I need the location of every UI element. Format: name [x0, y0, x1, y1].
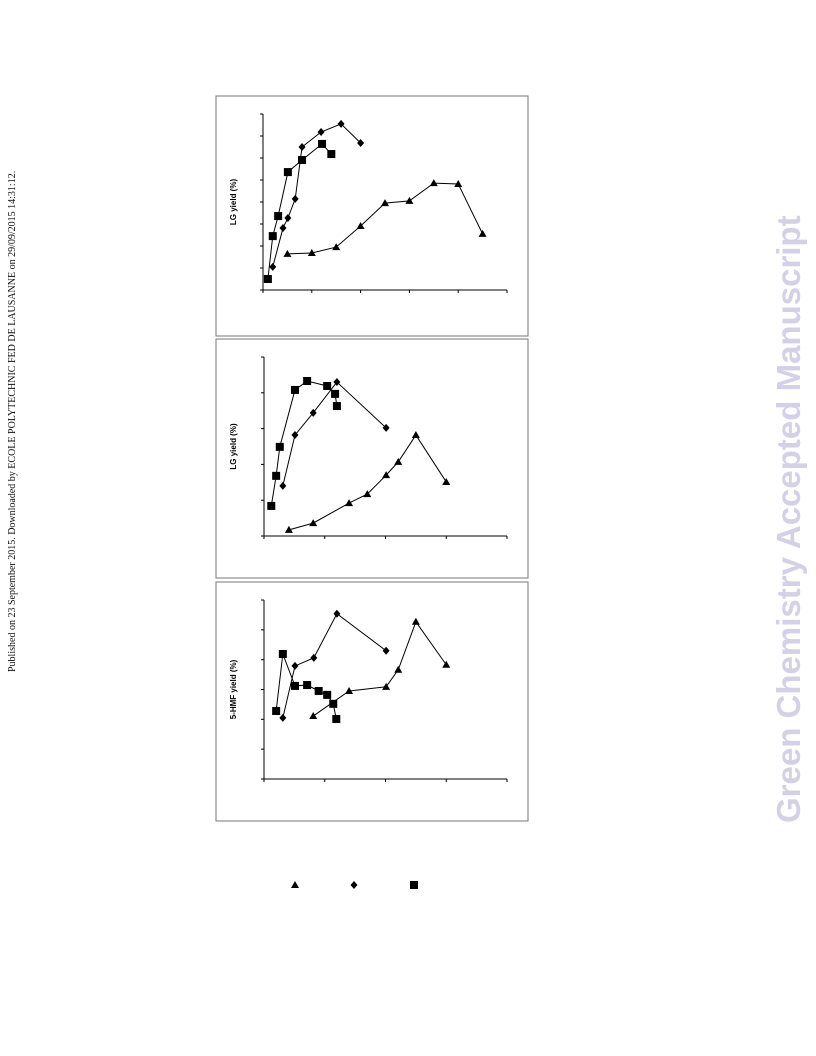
marker-triangle	[478, 229, 487, 237]
marker-diamond	[317, 128, 325, 137]
marker-triangle	[382, 682, 391, 690]
legend	[291, 881, 418, 889]
series-line	[312, 620, 447, 717]
marker-triangle	[454, 179, 463, 187]
marker-triangle	[356, 221, 365, 229]
marker-square	[298, 155, 307, 164]
marker-square	[314, 686, 323, 695]
marker-triangle	[394, 457, 403, 465]
marker-diamond	[333, 609, 341, 618]
marker-triangle	[345, 686, 354, 694]
y-axis-label: 5-HMF yield (%)	[229, 659, 238, 719]
marker-triangle	[411, 431, 420, 439]
marker-diamond	[382, 423, 390, 432]
series-line	[288, 434, 447, 531]
marker-square	[329, 699, 338, 708]
marker-square	[272, 471, 281, 480]
marker-square	[272, 706, 281, 715]
marker-triangle	[381, 199, 389, 207]
marker-square	[275, 442, 284, 451]
marker-diamond	[310, 653, 318, 662]
marker-triangle	[309, 519, 318, 527]
marker-triangle	[405, 196, 414, 204]
marker-diamond	[284, 214, 292, 223]
series-line	[287, 182, 484, 255]
marker-diamond	[279, 713, 287, 722]
marker-triangle	[332, 243, 341, 251]
marker-square	[327, 150, 336, 159]
download-note: Published on 23 September 2015. Download…	[7, 171, 18, 672]
marker-square	[323, 690, 332, 699]
marker-diamond	[298, 143, 306, 151]
marker-diamond	[337, 119, 345, 128]
chart-frame	[215, 338, 529, 579]
marker-diamond	[333, 378, 341, 387]
marker-triangle	[309, 712, 318, 720]
legend-diamond	[350, 881, 358, 889]
marker-square	[332, 715, 341, 724]
marker-triangle	[394, 665, 403, 673]
marker-diamond	[279, 481, 287, 490]
marker-triangle	[442, 660, 451, 668]
marker-square	[290, 385, 299, 394]
marker-square	[303, 681, 312, 690]
marker-square	[274, 212, 283, 221]
legend-square	[410, 881, 418, 889]
marker-diamond	[291, 431, 299, 440]
marker-square	[323, 381, 332, 390]
marker-triangle	[363, 490, 372, 498]
series-line	[272, 123, 361, 268]
marker-square	[318, 139, 327, 148]
marker-square	[268, 232, 277, 241]
marker-diamond	[357, 139, 365, 148]
marker-triangle	[411, 617, 420, 625]
marker-triangle	[442, 477, 451, 485]
marker-square	[283, 168, 292, 177]
chart: LG yield (%)	[215, 338, 529, 579]
marker-diamond	[279, 223, 287, 232]
marker-triangle	[382, 471, 391, 479]
marker-square	[278, 649, 287, 658]
chart-frame	[215, 95, 529, 337]
y-axis-label: LG yield (%)	[229, 423, 238, 470]
marker-diamond	[309, 408, 317, 417]
marker-diamond	[382, 646, 390, 655]
legend-triangle	[291, 881, 299, 888]
marker-triangle	[345, 499, 354, 507]
marker-square	[267, 501, 276, 510]
chart: LG yield (%)	[215, 95, 529, 337]
marker-diamond	[291, 194, 299, 203]
marker-square	[332, 402, 341, 411]
marker-square	[263, 275, 272, 283]
marker-triangle	[284, 525, 293, 533]
marker-square	[303, 376, 312, 385]
marker-square	[290, 681, 299, 690]
marker-diamond	[269, 262, 277, 271]
marker-triangle	[307, 249, 316, 257]
marker-square	[331, 389, 340, 398]
y-axis-label: LG yield (%)	[229, 179, 238, 226]
chart: 5-HMF yield (%)	[215, 581, 529, 822]
chart-frame	[215, 581, 529, 822]
watermark: Green Chemistry Accepted Manuscript	[770, 215, 807, 823]
marker-diamond	[291, 661, 299, 670]
marker-triangle	[429, 179, 438, 187]
marker-triangle	[283, 249, 292, 257]
